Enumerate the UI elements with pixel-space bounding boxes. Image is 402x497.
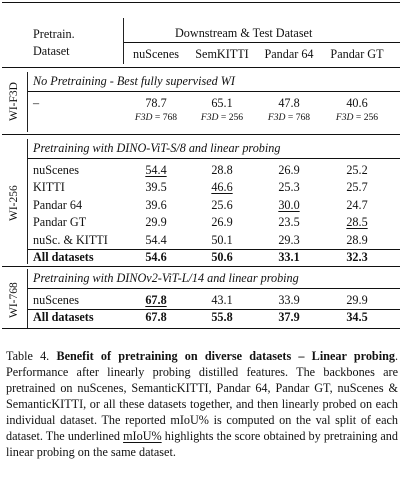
row-name-1-4: nuSc. & KITTI: [33, 232, 108, 247]
all-datasets-rule-1: [28, 249, 400, 250]
header-col-1: SemKITTI: [195, 47, 249, 61]
f3d-value-2: F3D = 768: [267, 112, 311, 123]
row-name-2-0: nuScenes: [33, 293, 80, 307]
row-value-1-1-3: 25.7: [346, 180, 368, 195]
header-bottom-rule: [2, 67, 400, 69]
header-cmidrule: [124, 42, 400, 43]
caption-label: Table 4.: [6, 349, 50, 363]
caption-text-1: . Performance after linearly probing dis…: [6, 349, 399, 443]
row-value-1-2-0: 39.6: [145, 197, 167, 212]
all-datasets-rule-2: [28, 309, 400, 310]
group-bottom-rule-0: [2, 134, 400, 135]
row-value-0-0-1: 65.1: [211, 96, 233, 110]
row-value-0-0-0: 78.7: [145, 96, 167, 110]
f3d-value-0: F3D = 768: [134, 112, 178, 123]
row-name-1-2: Pandar 64: [33, 197, 83, 212]
row-name-1-3: Pandar GT: [33, 215, 87, 230]
group-title-0: No Pretraining - Best fully supervised W…: [33, 74, 235, 88]
row-value-2-0-3: 29.9: [346, 293, 368, 307]
row-value-1-0-3: 25.2: [346, 163, 368, 177]
row-value-1-4-3: 28.9: [346, 232, 368, 247]
header-downstream: Downstream & Test Dataset: [175, 26, 313, 40]
header-pretrain-line1: Pretrain.: [33, 27, 75, 41]
row-name-1-0: nuScenes: [33, 163, 80, 177]
row-value-2-1-0: 67.8: [145, 310, 167, 325]
caption-underlined-term: mIoU%: [123, 429, 162, 443]
f3d-value-3: F3D = 256: [335, 112, 379, 123]
row-name-0-0: –: [33, 96, 40, 110]
group-bottom-rule-2: [2, 328, 400, 330]
row-value-2-0-2: 33.9: [278, 293, 300, 307]
group-vline-left-2: [27, 269, 28, 328]
group-side-label-2: WI-768: [8, 281, 20, 318]
group-title-rule-1: [28, 158, 400, 159]
row-value-1-0-0: 54.4: [145, 163, 167, 177]
group-title-1: Pretraining with DINO-ViT-S/8 and linear…: [33, 141, 281, 155]
group-title-rule-0: [28, 91, 400, 92]
group-vline-left-1: [27, 139, 28, 264]
row-value-1-2-3: 24.7: [346, 197, 368, 212]
row-value-1-2-1: 25.6: [211, 197, 233, 212]
caption-text-2: highlights the score obtained by pretrai…: [6, 429, 398, 459]
row-value-1-5-2: 33.1: [278, 250, 300, 264]
group-side-label-1: WI-256: [8, 184, 20, 221]
row-value-1-5-0: 54.6: [145, 250, 167, 264]
table-caption: Table 4. Benefit of pretraining on diver…: [6, 348, 398, 460]
row-name-1-5: All datasets: [33, 250, 94, 264]
group-vline-left-0: [27, 72, 28, 132]
row-value-1-5-3: 32.3: [346, 250, 368, 264]
group-title-2: Pretraining with DINOv2-ViT-L/14 and lin…: [33, 271, 299, 285]
row-value-1-2-2: 30.0: [278, 197, 300, 212]
row-value-0-0-2: 47.8: [278, 96, 300, 110]
header-col-0: nuScenes: [132, 47, 180, 61]
row-value-1-3-2: 23.5: [278, 215, 300, 230]
row-value-2-0-1: 43.1: [211, 293, 233, 307]
header-vline: [123, 18, 124, 64]
row-value-1-0-2: 26.9: [278, 163, 300, 177]
row-value-2-1-2: 37.9: [278, 310, 300, 325]
row-value-1-4-1: 50.1: [211, 232, 233, 247]
row-value-0-0-3: 40.6: [346, 96, 368, 110]
row-name-2-1: All datasets: [33, 310, 94, 325]
row-value-1-1-2: 25.3: [278, 180, 300, 195]
row-value-1-3-3: 28.5: [346, 215, 368, 230]
group-side-label-0: WI-F3D: [8, 82, 20, 122]
row-value-2-1-1: 55.8: [211, 310, 233, 325]
group-title-rule-2: [28, 288, 400, 289]
row-value-1-4-0: 54.4: [145, 232, 167, 247]
top-rule: [2, 2, 400, 4]
row-value-1-1-0: 39.5: [145, 180, 167, 195]
row-value-1-5-1: 50.6: [211, 250, 233, 264]
row-value-1-1-1: 46.6: [211, 180, 233, 195]
row-value-1-0-1: 28.8: [211, 163, 233, 177]
row-name-1-1: KITTI: [33, 180, 65, 195]
group-bottom-rule-1: [2, 266, 400, 267]
row-value-1-3-0: 29.9: [145, 215, 167, 230]
row-value-1-3-1: 26.9: [211, 215, 233, 230]
header-col-2: Pandar 64: [264, 47, 314, 61]
caption-title: Benefit of pretraining on diverse datase…: [56, 349, 395, 363]
row-value-1-4-2: 29.3: [278, 232, 300, 247]
header-pretrain-line2: Dataset: [33, 44, 70, 58]
row-value-2-1-3: 34.5: [346, 310, 368, 325]
f3d-value-1: F3D = 256: [200, 112, 244, 123]
row-value-2-0-0: 67.8: [145, 293, 167, 307]
header-col-3: Pandar GT: [330, 47, 384, 61]
